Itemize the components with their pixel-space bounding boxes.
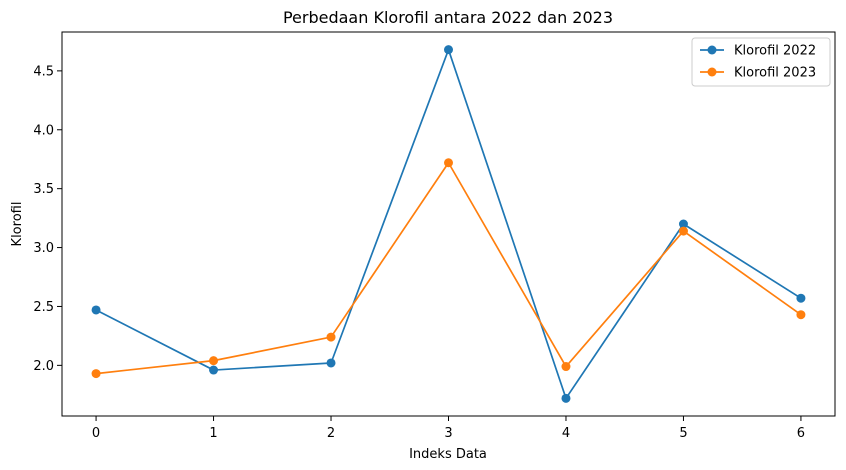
x-tick-label: 2 — [327, 426, 335, 441]
y-tick-label: 4.0 — [33, 123, 54, 138]
data-point-series-1 — [561, 362, 571, 372]
data-point-series-1 — [678, 226, 688, 236]
y-tick-label: 3.5 — [33, 182, 54, 197]
y-axis-ticks: 2.0 2.5 3.0 3.5 4.0 4.5 — [33, 64, 62, 374]
x-tick-label: 0 — [92, 426, 100, 441]
x-tick-label: 6 — [797, 426, 805, 441]
data-point-series-1 — [326, 332, 336, 342]
plot-area — [61, 31, 836, 417]
x-tick-label: 5 — [679, 426, 687, 441]
x-tick-label: 3 — [444, 426, 452, 441]
legend-label-series-1: Klorofil 2023 — [734, 66, 816, 81]
data-point-series-0 — [444, 45, 453, 55]
x-axis-label: Indeks Data — [409, 447, 487, 462]
legend: Klorofil 2022 Klorofil 2023 — [691, 37, 831, 87]
plot-frame — [61, 31, 836, 417]
y-tick-label: 3.0 — [33, 241, 54, 256]
y-tick-label: 4.5 — [33, 64, 54, 79]
data-point-series-0 — [796, 293, 806, 303]
legend-label-series-0: Klorofil 2022 — [734, 44, 816, 59]
data-point-series-1 — [444, 158, 453, 168]
data-point-series-1 — [91, 369, 101, 379]
data-point-series-0 — [91, 305, 101, 315]
data-point-series-0 — [678, 219, 688, 229]
x-tick-label: 1 — [209, 426, 217, 441]
legend-marker-series-0 — [707, 45, 717, 55]
data-point-series-1 — [796, 310, 806, 320]
legend-box — [691, 37, 831, 87]
y-tick-label: 2.0 — [33, 359, 54, 374]
x-axis-ticks: 0 1 2 3 4 5 6 — [92, 416, 805, 441]
data-point-series-0 — [209, 365, 219, 375]
data-point-series-1 — [209, 356, 219, 366]
y-tick-label: 2.5 — [33, 300, 54, 315]
series-layer — [91, 45, 806, 403]
data-point-series-0 — [326, 358, 336, 368]
series-line-0 — [95, 48, 802, 400]
series-line-1 — [95, 161, 802, 375]
chart-title: Perbedaan Klorofil antara 2022 dan 2023 — [283, 8, 613, 27]
legend-marker-series-1 — [707, 67, 717, 77]
x-tick-label: 4 — [562, 426, 570, 441]
data-point-series-0 — [561, 393, 571, 403]
y-axis-label: Klorofil — [10, 202, 25, 247]
